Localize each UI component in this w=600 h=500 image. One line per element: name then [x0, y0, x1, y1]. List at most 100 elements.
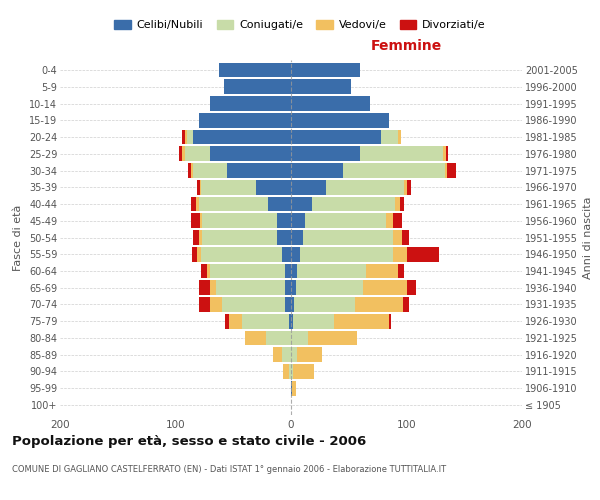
Bar: [291, 230, 302, 245]
Bar: [193, 130, 291, 144]
Bar: [291, 196, 312, 212]
Bar: [222, 297, 285, 312]
Bar: [291, 214, 305, 228]
Bar: [402, 230, 409, 245]
Bar: [210, 96, 291, 111]
Bar: [199, 297, 210, 312]
Bar: [404, 180, 407, 194]
Bar: [210, 297, 222, 312]
Bar: [256, 180, 291, 194]
Bar: [191, 163, 193, 178]
Bar: [360, 146, 443, 161]
Bar: [229, 314, 242, 328]
Bar: [227, 163, 291, 178]
Bar: [395, 196, 400, 212]
Bar: [291, 96, 370, 111]
Bar: [285, 280, 291, 295]
Bar: [182, 146, 185, 161]
Bar: [295, 297, 355, 312]
Bar: [392, 214, 402, 228]
Bar: [291, 297, 295, 312]
Bar: [210, 280, 216, 295]
Text: COMUNE DI GAGLIANO CASTELFERRATO (EN) - Dati ISTAT 1° gennaio 2006 - Elaborazion: COMUNE DI GAGLIANO CASTELFERRATO (EN) - …: [12, 465, 446, 474]
Bar: [446, 146, 448, 161]
Bar: [285, 264, 291, 278]
Bar: [291, 113, 389, 128]
Bar: [245, 330, 266, 345]
Bar: [282, 247, 291, 262]
Bar: [291, 247, 300, 262]
Bar: [291, 163, 343, 178]
Bar: [200, 180, 201, 194]
Bar: [289, 314, 291, 328]
Bar: [193, 163, 227, 178]
Bar: [407, 247, 439, 262]
Bar: [242, 314, 289, 328]
Bar: [392, 247, 407, 262]
Bar: [291, 348, 297, 362]
Text: Femmine: Femmine: [371, 39, 442, 53]
Bar: [196, 196, 199, 212]
Y-axis label: Anni di nascita: Anni di nascita: [583, 196, 593, 279]
Bar: [225, 314, 229, 328]
Bar: [282, 348, 291, 362]
Y-axis label: Fasce di età: Fasce di età: [13, 204, 23, 270]
Bar: [197, 247, 201, 262]
Bar: [277, 214, 291, 228]
Bar: [407, 180, 411, 194]
Bar: [381, 130, 398, 144]
Bar: [407, 280, 416, 295]
Bar: [285, 297, 291, 312]
Bar: [291, 314, 293, 328]
Bar: [291, 264, 297, 278]
Bar: [300, 247, 392, 262]
Bar: [312, 196, 395, 212]
Bar: [272, 348, 282, 362]
Bar: [297, 348, 322, 362]
Bar: [398, 130, 401, 144]
Bar: [188, 163, 191, 178]
Bar: [291, 280, 296, 295]
Bar: [296, 280, 362, 295]
Bar: [302, 230, 392, 245]
Bar: [291, 80, 351, 94]
Bar: [326, 180, 404, 194]
Bar: [197, 180, 200, 194]
Bar: [445, 163, 447, 178]
Bar: [343, 163, 445, 178]
Bar: [392, 230, 402, 245]
Bar: [291, 381, 292, 396]
Bar: [293, 364, 314, 379]
Bar: [202, 230, 277, 245]
Bar: [291, 146, 360, 161]
Bar: [201, 247, 282, 262]
Bar: [291, 330, 308, 345]
Bar: [305, 214, 386, 228]
Bar: [193, 230, 199, 245]
Bar: [366, 264, 398, 278]
Bar: [179, 146, 182, 161]
Bar: [220, 62, 291, 78]
Bar: [202, 214, 277, 228]
Bar: [277, 230, 291, 245]
Bar: [355, 297, 403, 312]
Bar: [386, 214, 392, 228]
Bar: [291, 364, 293, 379]
Bar: [224, 80, 291, 94]
Bar: [216, 280, 285, 295]
Bar: [210, 264, 285, 278]
Bar: [292, 381, 296, 396]
Text: Popolazione per età, sesso e stato civile - 2006: Popolazione per età, sesso e stato civil…: [12, 435, 366, 448]
Bar: [334, 314, 389, 328]
Legend: Celibi/Nubili, Coniugati/e, Vedovi/e, Divorziati/e: Celibi/Nubili, Coniugati/e, Vedovi/e, Di…: [110, 16, 490, 35]
Bar: [210, 146, 291, 161]
Bar: [200, 214, 202, 228]
Bar: [185, 130, 187, 144]
Bar: [443, 146, 446, 161]
Bar: [283, 364, 289, 379]
Bar: [199, 113, 291, 128]
Bar: [201, 264, 206, 278]
Bar: [308, 330, 357, 345]
Bar: [389, 314, 391, 328]
Bar: [291, 62, 360, 78]
